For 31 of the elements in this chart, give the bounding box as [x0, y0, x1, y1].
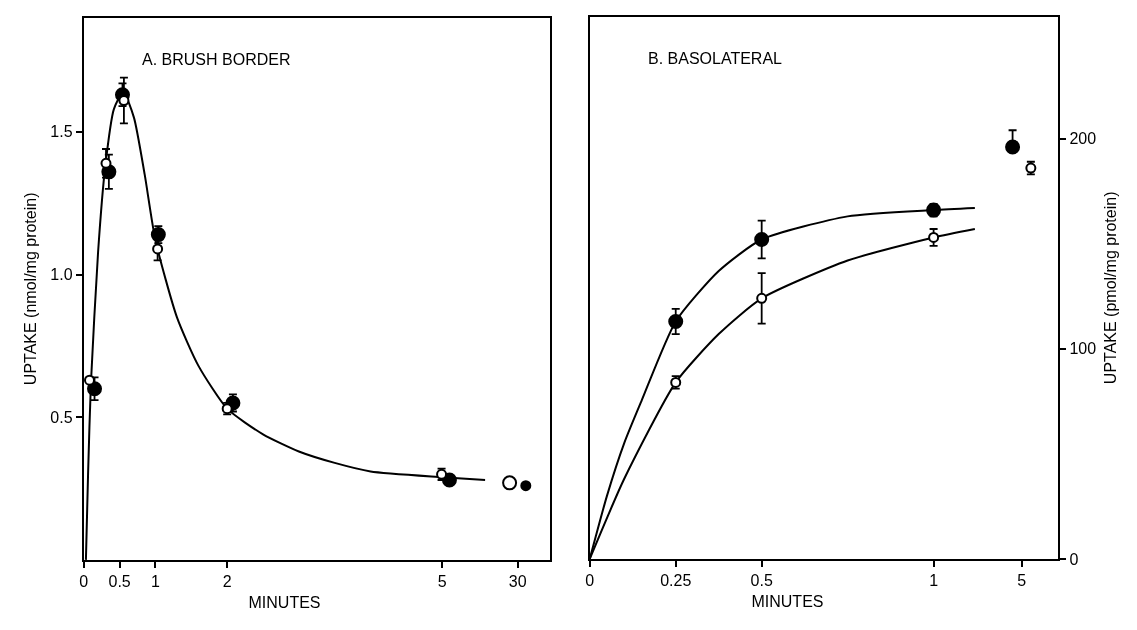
point — [152, 243, 164, 255]
x-tick-label: 0.25 — [660, 572, 692, 590]
x-tick-label: 2 — [222, 573, 232, 591]
y-tick-label: 100 — [1069, 340, 1097, 358]
x-axis-title: MINUTES — [751, 593, 824, 611]
point — [754, 232, 770, 247]
x-tick-label: 0 — [585, 572, 595, 590]
y-tick-label: 1.5 — [50, 123, 73, 141]
x-tick-label: 0.5 — [108, 573, 131, 591]
y-tick-label: 0 — [1069, 550, 1079, 568]
x-tick-label: 30 — [508, 573, 527, 591]
point — [100, 157, 112, 169]
text: A. BRUSH BORDER — [142, 51, 291, 68]
x-tick-label: 5 — [1017, 572, 1027, 590]
y-tick-label: 200 — [1069, 130, 1097, 148]
x-tick-label: 1 — [929, 572, 939, 590]
x-tick-label: 5 — [437, 573, 447, 591]
point — [668, 313, 684, 329]
y-tick-label: 0.5 — [50, 408, 73, 426]
point — [756, 292, 768, 304]
text: B. BASOLATERAL — [648, 50, 783, 67]
point — [928, 231, 940, 243]
y-axis-title: UPTAKE (nmol/mg protein) — [21, 192, 39, 386]
x-tick-label: 0.5 — [750, 572, 773, 590]
y-tick-label: 1.0 — [50, 266, 73, 284]
point — [87, 381, 103, 397]
x-tick-label: 1 — [151, 573, 161, 591]
y-axis-title: UPTAKE (pmol/mg protein) — [1102, 191, 1120, 385]
x-axis-title: MINUTES — [248, 594, 321, 612]
x-tick-label: 0 — [79, 573, 89, 591]
point — [84, 374, 95, 386]
